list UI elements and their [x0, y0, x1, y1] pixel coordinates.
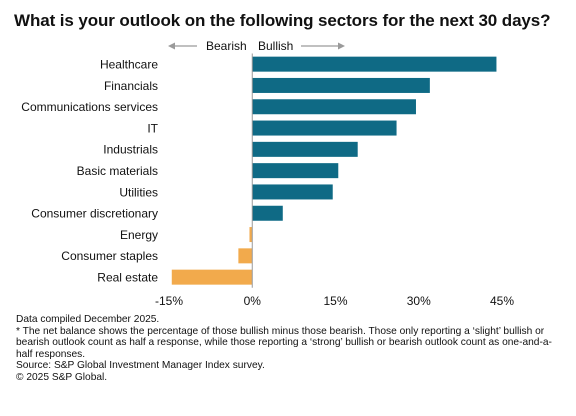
footnote: * The net balance shows the percentage o… — [16, 325, 552, 360]
chart-title: What is your outlook on the following se… — [14, 11, 551, 30]
bar-consumer-staples — [238, 248, 253, 264]
chart-notes: Data compiled December 2025. * The net b… — [16, 314, 564, 384]
bar-it — [252, 120, 397, 136]
category-label: Consumer staples — [61, 249, 158, 263]
bar-energy — [249, 227, 253, 243]
bar-consumer-discretionary — [252, 205, 283, 221]
category-label: Financials — [104, 79, 158, 93]
category-label: Communications services — [21, 100, 158, 114]
x-tick-label: 15% — [323, 294, 347, 308]
bar-real-estate — [171, 269, 253, 285]
bar-financials — [252, 77, 430, 93]
x-tick-label: -15% — [155, 294, 183, 308]
bar-basic-materials — [252, 163, 339, 179]
category-label: Healthcare — [100, 57, 158, 71]
bar-utilities — [252, 184, 333, 200]
direction-arrows: Bearish Bullish — [168, 39, 345, 53]
x-tick-label: 30% — [407, 294, 431, 308]
source-note: Source: S&P Global Investment Manager In… — [16, 360, 265, 372]
category-label: Basic materials — [77, 164, 158, 178]
compiled-note: Data compiled December 2025. — [16, 314, 160, 325]
copyright-note: © 2025 S&P Global. — [16, 371, 108, 383]
category-label: Consumer discretionary — [31, 207, 158, 221]
category-label: Energy — [120, 228, 158, 242]
bar-industrials — [252, 141, 358, 157]
x-tick-label: 0% — [244, 294, 262, 308]
bar-communications-services — [252, 99, 416, 115]
bearish-label: Bearish — [206, 39, 247, 53]
bar-healthcare — [252, 56, 497, 72]
bullish-arrow-head — [338, 42, 345, 50]
x-tick-label: 45% — [490, 294, 514, 308]
category-label: Real estate — [97, 270, 158, 284]
category-label: Industrials — [103, 143, 158, 157]
bearish-arrow-head — [168, 42, 175, 50]
category-label: IT — [147, 121, 158, 135]
category-label: Utilities — [119, 185, 158, 199]
bullish-label: Bullish — [258, 39, 293, 53]
